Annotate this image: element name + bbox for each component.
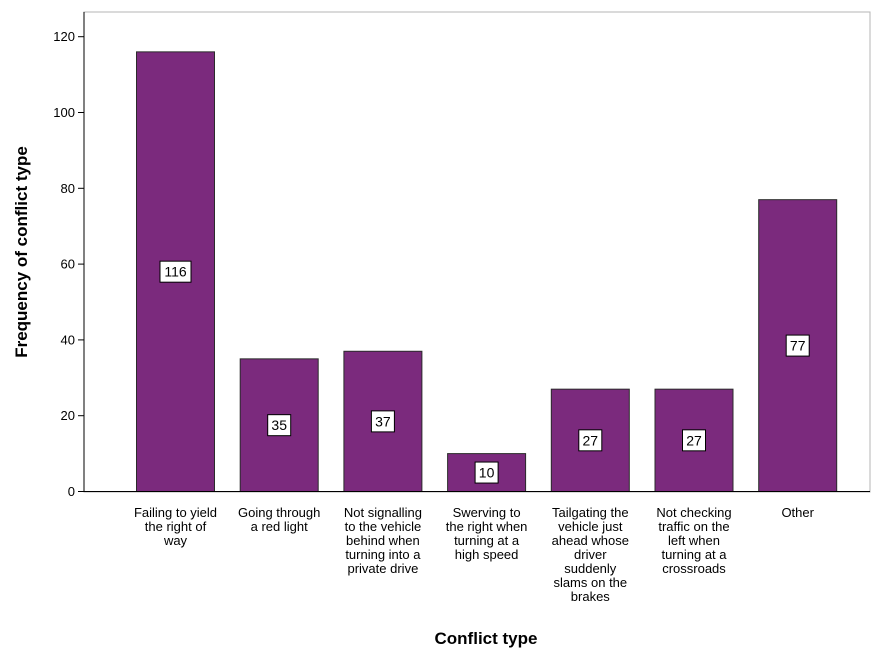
data-label-box bbox=[474, 461, 499, 484]
data-label-box bbox=[370, 410, 395, 433]
x-category-label-line: Not checking bbox=[656, 505, 731, 520]
x-category-label-line: a red light bbox=[251, 519, 308, 534]
x-category-label-line: driver bbox=[574, 547, 607, 562]
x-category-label-line: turning into a bbox=[345, 547, 421, 562]
x-category-label-line: suddenly bbox=[564, 561, 617, 576]
y-tick-label: 80 bbox=[61, 181, 75, 196]
data-label-box bbox=[159, 260, 192, 283]
x-category-label-line: high speed bbox=[455, 547, 519, 562]
x-category-label-line: behind when bbox=[346, 533, 420, 548]
x-category-label-line: left when bbox=[668, 533, 720, 548]
y-tick-label: 100 bbox=[53, 105, 75, 120]
x-category-label-line: turning at a bbox=[454, 533, 520, 548]
x-category-label-line: Tailgating the bbox=[552, 505, 629, 520]
data-label-box bbox=[267, 414, 292, 437]
y-ticks-group: 0 20 40 60 80 100 120 bbox=[53, 29, 84, 499]
data-label: 77 bbox=[790, 338, 806, 354]
x-category-label-line: Going through bbox=[238, 505, 320, 520]
data-label-box bbox=[578, 429, 603, 452]
x-category-label-line: brakes bbox=[571, 589, 611, 604]
data-label: 27 bbox=[583, 432, 599, 448]
x-category-label-line: slams on the bbox=[553, 575, 627, 590]
y-axis-title: Frequency of conflict type bbox=[12, 146, 31, 358]
y-tick-label: 0 bbox=[68, 484, 75, 499]
x-category-label-line: the right when bbox=[446, 519, 528, 534]
data-label-box bbox=[785, 334, 810, 357]
x-category-label-line: Swerving to bbox=[453, 505, 521, 520]
y-tick-label: 20 bbox=[61, 408, 75, 423]
x-category-label-line: Not signalling bbox=[344, 505, 422, 520]
x-category-label-line: vehicle just bbox=[558, 519, 623, 534]
bars-group bbox=[136, 51, 838, 493]
x-category-label-line: Other bbox=[781, 505, 814, 520]
y-tick-label: 120 bbox=[53, 29, 75, 44]
data-label: 10 bbox=[479, 465, 495, 481]
x-axis-title: Conflict type bbox=[435, 629, 538, 648]
x-category-label-line: to the vehicle bbox=[345, 519, 422, 534]
x-category-label-line: traffic on the bbox=[658, 519, 729, 534]
x-category-label: Other bbox=[781, 505, 814, 520]
data-label: 27 bbox=[686, 432, 702, 448]
data-label: 37 bbox=[375, 413, 391, 429]
x-category-label-line: ahead whose bbox=[552, 533, 629, 548]
x-category-label-line: turning at a bbox=[661, 547, 727, 562]
x-category-label-line: private drive bbox=[347, 561, 418, 576]
x-category-label-line: way bbox=[163, 533, 188, 548]
data-label: 116 bbox=[164, 264, 187, 280]
x-category-label-line: crossroads bbox=[662, 561, 726, 576]
data-labels-group: 116 35 37 10 27 27 77 bbox=[159, 260, 810, 484]
data-label: 35 bbox=[271, 417, 287, 433]
x-category-label-line: the right of bbox=[145, 519, 207, 534]
data-label-box bbox=[682, 429, 706, 452]
x-category-label-line: Failing to yield bbox=[134, 505, 217, 520]
y-tick-label: 60 bbox=[61, 257, 75, 272]
y-tick-label: 40 bbox=[61, 332, 75, 347]
